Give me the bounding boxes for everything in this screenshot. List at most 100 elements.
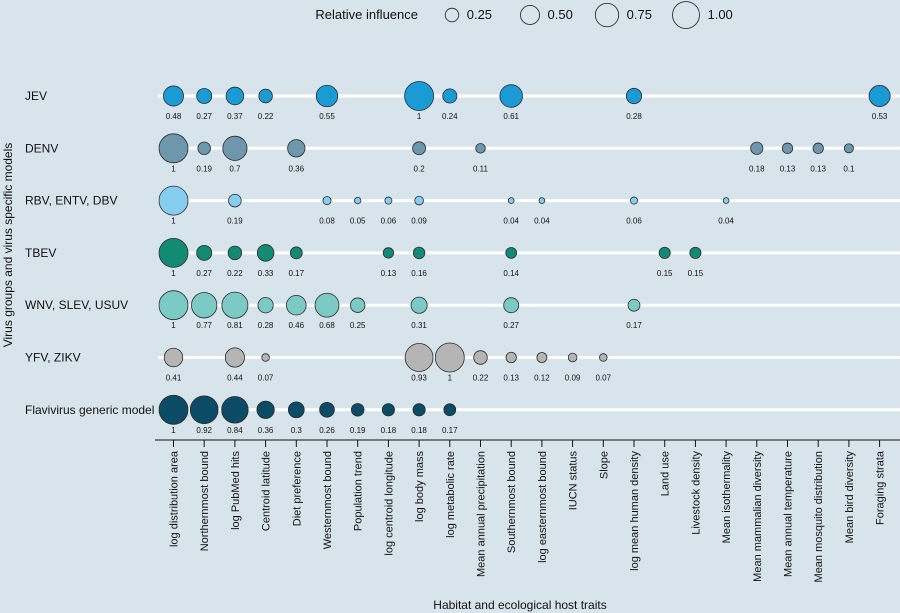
bubble-value-label: 0.11 xyxy=(473,164,489,173)
bubble xyxy=(434,342,465,373)
bubble xyxy=(261,353,270,362)
bubble-value-label: 0.46 xyxy=(289,321,305,330)
bubble-value-label: 0.19 xyxy=(227,217,243,226)
bubble-value-label: 0.13 xyxy=(503,374,519,383)
legend-label: 0.50 xyxy=(548,7,573,22)
bubble-value-label: 0.55 xyxy=(319,112,335,121)
x-tick-label: Mean annual precipitation xyxy=(476,451,488,577)
bubble-value-label: 0.36 xyxy=(258,426,274,435)
legend-label: 0.25 xyxy=(467,7,492,22)
bubble xyxy=(412,403,426,417)
bubble xyxy=(315,84,339,108)
row-label: RBV, ENTV, DBV xyxy=(25,194,117,208)
legend-circle xyxy=(672,1,700,29)
x-tick-label: log easternmost bound xyxy=(537,451,549,563)
bubble-value-label: 0.18 xyxy=(749,164,765,173)
bubble xyxy=(258,88,273,104)
bubble-value-label: 0.1 xyxy=(843,164,855,173)
bubble xyxy=(163,85,184,107)
bubble xyxy=(599,353,608,362)
bubble-value-label: 0.17 xyxy=(289,269,305,278)
bubble xyxy=(196,244,213,261)
bubble-value-label: 0.7 xyxy=(229,164,241,173)
x-tick-label: log body mass xyxy=(414,451,426,522)
bubble-value-label: 1 xyxy=(171,269,176,278)
bubble xyxy=(189,395,219,425)
bubble xyxy=(473,350,488,365)
y-axis-label: Virus groups and virus specific models xyxy=(1,143,15,348)
bubble xyxy=(442,88,458,104)
bubble-value-label: 0.37 xyxy=(227,112,243,121)
row-label: DENV xyxy=(25,141,58,155)
row-label: JEV xyxy=(25,89,47,103)
bubble xyxy=(658,246,671,259)
x-tick-label: log mean human density xyxy=(629,451,641,571)
bubble-value-label: 0.33 xyxy=(258,269,274,278)
bubble-value-label: 0.27 xyxy=(196,269,212,278)
bubble-value-label: 0.19 xyxy=(350,426,366,435)
x-tick-label: Mean mammalian diversity xyxy=(752,451,764,582)
bubble xyxy=(412,246,426,260)
bubble-value-label: 1 xyxy=(171,426,176,435)
bubble-value-label: 0.3 xyxy=(291,426,303,435)
row-lines xyxy=(158,94,900,412)
legend-circle xyxy=(444,7,460,23)
bubble xyxy=(499,84,523,108)
bubble-value-label: 0.13 xyxy=(780,164,796,173)
legend-label: 1.00 xyxy=(707,7,732,22)
bubble-value-label: 0.92 xyxy=(196,426,212,435)
bubble xyxy=(722,197,730,204)
bubble-value-label: 0.27 xyxy=(196,112,212,121)
x-tick-label: Slope xyxy=(598,451,610,479)
bubble-value-label: 0.15 xyxy=(688,269,704,278)
bubble-value-label: 0.2 xyxy=(414,164,426,173)
bubble xyxy=(257,297,274,314)
row-labels: JEV DENV RBV, ENTV, DBV TBEV WNV, SLEV, USUV… xyxy=(25,89,154,417)
bubble xyxy=(222,135,248,161)
bubble xyxy=(384,196,393,205)
bubble-value-label: 1 xyxy=(448,374,453,383)
bubble xyxy=(505,351,517,364)
bubbles: 0.48 0.27 0.37 0.22 0.55 1 0.24 0.61 0.28 0.53 1 0.… xyxy=(158,81,891,435)
bubble-value-label: 0.06 xyxy=(381,217,397,226)
bubble xyxy=(627,298,641,312)
bubble-value-label: 0.09 xyxy=(411,217,427,226)
legend-circle xyxy=(594,2,620,28)
bubble-value-label: 0.04 xyxy=(503,217,519,226)
bubble xyxy=(287,401,305,419)
bubble xyxy=(225,86,245,106)
x-tick-label: IUCN status xyxy=(568,451,580,511)
bubble xyxy=(567,352,578,363)
x-tick-label: log metabolic rate xyxy=(445,451,457,538)
row-label: TBEV xyxy=(25,246,56,260)
bubble xyxy=(221,396,249,424)
bubble xyxy=(158,394,189,425)
bubble xyxy=(228,193,242,208)
bubble xyxy=(158,290,189,321)
bubble xyxy=(843,143,854,154)
x-tick-label: Mean bird diversity xyxy=(844,451,856,544)
bubble-value-label: 0.14 xyxy=(503,269,519,278)
x-tick-label: Land use xyxy=(660,451,672,496)
x-tick-label: Foraging strata xyxy=(875,450,887,525)
bubble-value-label: 0.17 xyxy=(626,321,642,330)
x-tick-label: Mean annual temperature xyxy=(783,451,795,577)
x-tick-label: Southernmost bound xyxy=(506,451,518,553)
x-tick-label: log PubMed hits xyxy=(230,451,242,530)
x-axis: log distribution area Northernmost bound l… xyxy=(155,439,900,582)
bubble xyxy=(781,142,794,154)
bubble-value-label: 0.28 xyxy=(258,321,274,330)
bubble-value-label: 0.68 xyxy=(319,321,335,330)
bubble-value-label: 0.19 xyxy=(196,164,212,173)
bubble-value-label: 0.18 xyxy=(381,426,397,435)
bubble xyxy=(191,292,218,319)
x-tick-label: Northernmost bound xyxy=(199,451,211,551)
bubble xyxy=(625,87,643,105)
bubble-value-label: 0.41 xyxy=(166,374,182,383)
x-tick-label: Population trend xyxy=(353,451,365,531)
bubble-value-label: 1 xyxy=(171,164,176,173)
bubble xyxy=(227,245,243,261)
bubble xyxy=(224,347,245,368)
bubble xyxy=(322,196,332,206)
